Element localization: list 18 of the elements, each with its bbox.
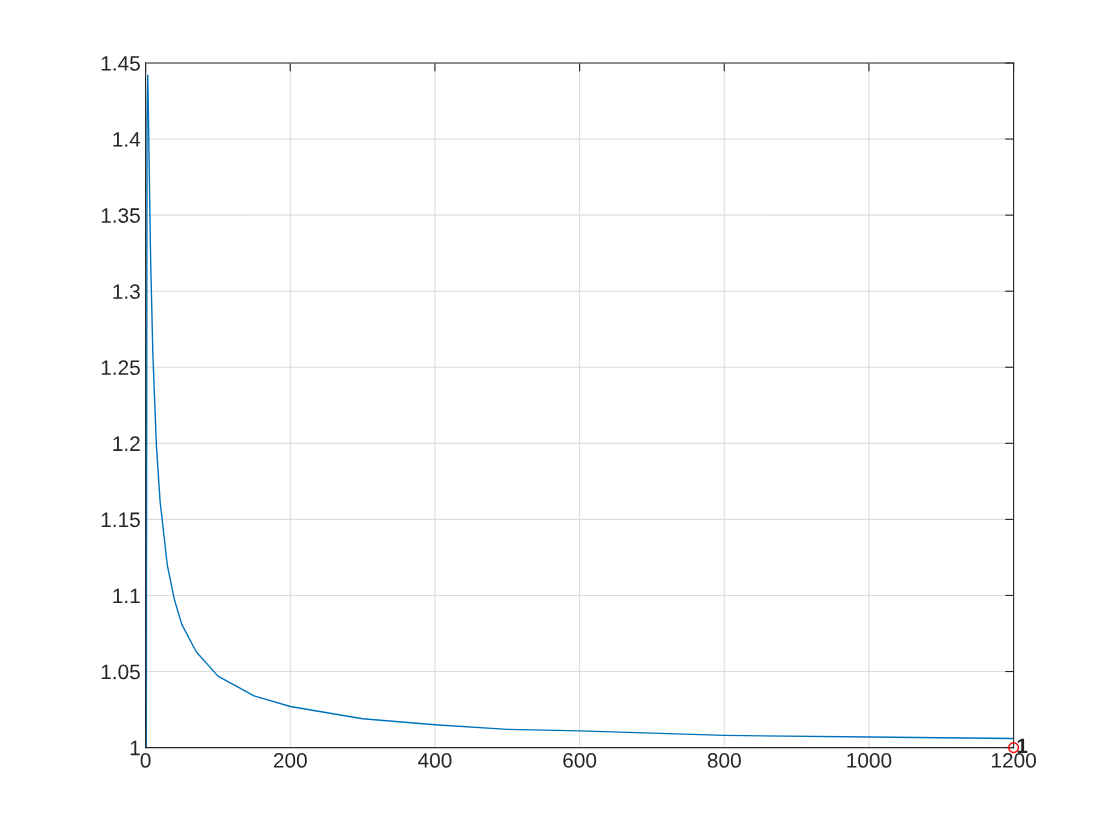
annotation: 1	[1017, 738, 1028, 753]
x-tick-label: 600	[563, 753, 597, 768]
x-tick-label: 200	[273, 753, 307, 768]
y-tick-label: 1.4	[113, 132, 141, 147]
y-tick-label: 1.05	[101, 664, 140, 680]
x-tick-label: 1200	[992, 753, 1036, 768]
y-tick-label: 1.1	[113, 588, 140, 604]
x-tick-label: 0	[140, 753, 151, 768]
y-tick-label: 1.25	[101, 360, 140, 376]
y-tick-label: 1.35	[101, 208, 140, 223]
y-tick-label: 1.45	[101, 56, 140, 71]
x-tick-label: 800	[707, 753, 741, 768]
y-tick-label: 1	[130, 740, 140, 756]
y-tick-label: 1.2	[113, 436, 140, 451]
x-tick-label: 1000	[847, 753, 892, 768]
y-tick-label: 1.15	[101, 512, 140, 528]
x-tick-label: 400	[418, 753, 452, 768]
y-tick-label: 1.3	[113, 284, 140, 299]
